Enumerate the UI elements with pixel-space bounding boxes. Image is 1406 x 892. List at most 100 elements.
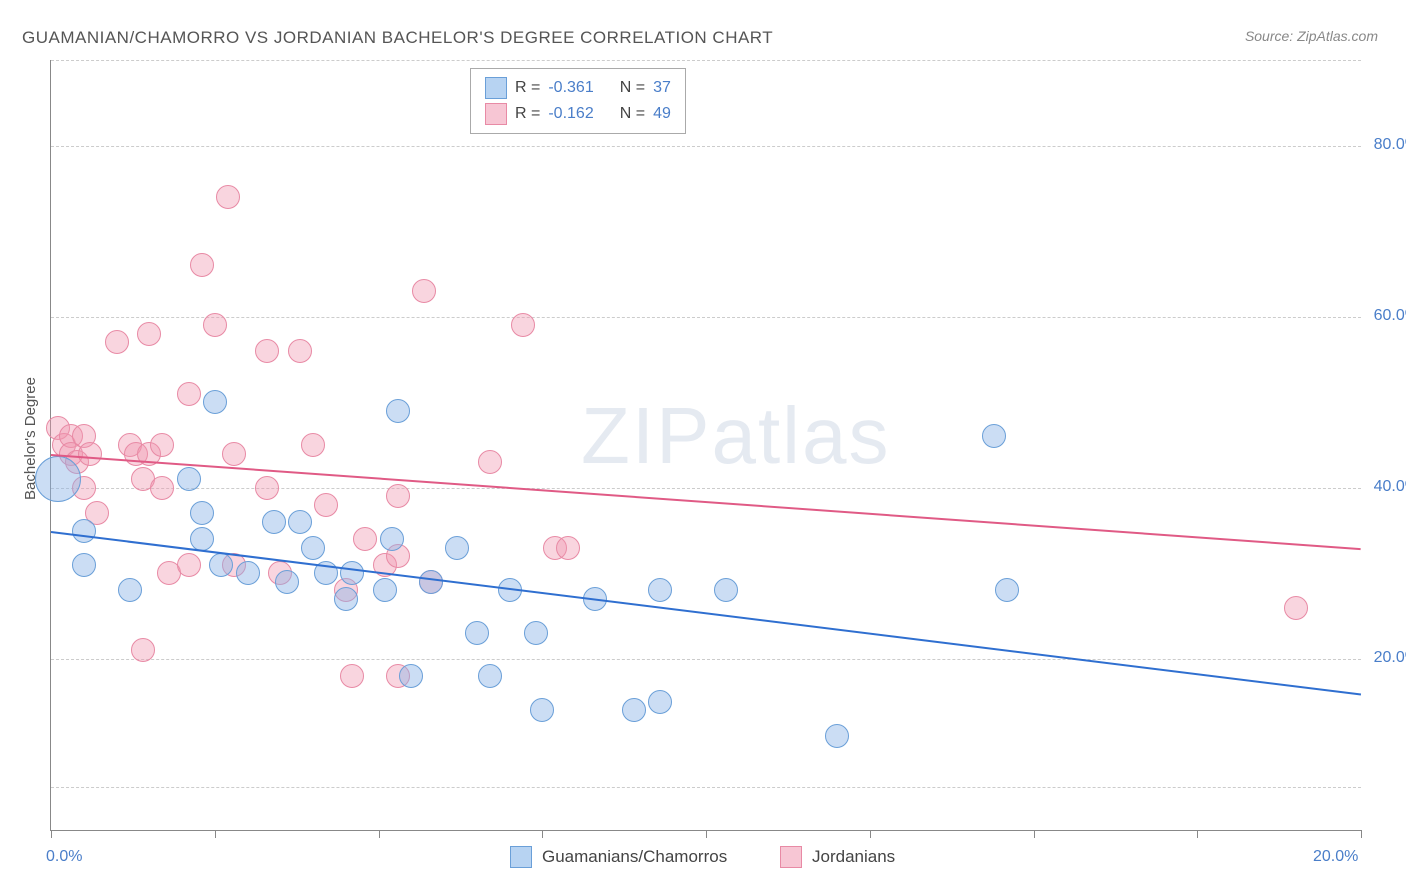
r-label: R = — [515, 79, 540, 97]
scatter-point — [78, 442, 102, 466]
gridline — [51, 787, 1361, 788]
chart-title: GUAMANIAN/CHAMORRO VS JORDANIAN BACHELOR… — [22, 28, 773, 48]
scatter-point — [177, 553, 201, 577]
legend-blue: Guamanians/Chamorros — [510, 846, 727, 868]
r-value-pink: -0.162 — [548, 105, 593, 123]
source-label: Source: ZipAtlas.com — [1245, 28, 1378, 44]
r-label: R = — [515, 105, 540, 123]
legend-pink: Jordanians — [780, 846, 895, 868]
scatter-point — [177, 382, 201, 406]
x-tick — [870, 830, 871, 838]
gridline — [51, 659, 1361, 660]
scatter-point — [340, 561, 364, 585]
y-tick-label: 40.0% — [1374, 478, 1406, 496]
scatter-point — [288, 339, 312, 363]
x-tick — [1034, 830, 1035, 838]
trendline — [51, 454, 1361, 550]
scatter-point — [131, 638, 155, 662]
scatter-point — [530, 698, 554, 722]
stats-row-pink: R = -0.162 N = 49 — [485, 101, 671, 127]
scatter-point — [386, 484, 410, 508]
gridline — [51, 317, 1361, 318]
scatter-point — [203, 390, 227, 414]
n-value-pink: 49 — [653, 105, 671, 123]
scatter-point — [386, 399, 410, 423]
scatter-point — [353, 527, 377, 551]
scatter-point — [648, 578, 672, 602]
scatter-point — [1284, 596, 1308, 620]
swatch-blue-icon — [485, 77, 507, 99]
scatter-point — [511, 313, 535, 337]
scatter-point — [622, 698, 646, 722]
swatch-pink-icon — [780, 846, 802, 868]
scatter-point — [190, 501, 214, 525]
x-tick — [1361, 830, 1362, 838]
x-tick — [51, 830, 52, 838]
gridline — [51, 488, 1361, 489]
scatter-point — [177, 467, 201, 491]
scatter-point — [301, 536, 325, 560]
gridline — [51, 146, 1361, 147]
scatter-point — [255, 476, 279, 500]
legend-label-pink: Jordanians — [812, 847, 895, 867]
scatter-point — [150, 433, 174, 457]
y-tick-label: 20.0% — [1374, 649, 1406, 667]
scatter-point — [190, 253, 214, 277]
n-label: N = — [620, 79, 645, 97]
scatter-point — [445, 536, 469, 560]
scatter-point — [275, 570, 299, 594]
legend-label-blue: Guamanians/Chamorros — [542, 847, 727, 867]
source-value: ZipAtlas.com — [1297, 28, 1378, 44]
scatter-point — [105, 330, 129, 354]
scatter-point — [118, 578, 142, 602]
swatch-blue-icon — [510, 846, 532, 868]
scatter-point — [150, 476, 174, 500]
scatter-point — [301, 433, 325, 457]
x-tick-label: 0.0% — [46, 848, 82, 866]
scatter-point — [465, 621, 489, 645]
scatter-point — [478, 664, 502, 688]
x-tick — [1197, 830, 1198, 838]
scatter-point — [236, 561, 260, 585]
scatter-point — [288, 510, 312, 534]
swatch-pink-icon — [485, 103, 507, 125]
scatter-point — [216, 185, 240, 209]
stats-row-blue: R = -0.361 N = 37 — [485, 75, 671, 101]
scatter-point — [340, 664, 364, 688]
scatter-point — [203, 313, 227, 337]
watermark: ZIPatlas — [581, 390, 890, 482]
trendline — [51, 531, 1361, 696]
plot-area: ZIPatlas 20.0%40.0%60.0%80.0%0.0%20.0% — [50, 60, 1361, 831]
scatter-point — [262, 510, 286, 534]
y-tick-label: 60.0% — [1374, 307, 1406, 325]
scatter-point — [648, 690, 672, 714]
n-value-blue: 37 — [653, 79, 671, 97]
scatter-point — [714, 578, 738, 602]
scatter-point — [399, 664, 423, 688]
scatter-point — [314, 493, 338, 517]
correlation-stats-box: R = -0.361 N = 37 R = -0.162 N = 49 — [470, 68, 686, 134]
x-tick — [215, 830, 216, 838]
x-tick — [542, 830, 543, 838]
scatter-point — [524, 621, 548, 645]
scatter-point — [334, 587, 358, 611]
scatter-point — [209, 553, 233, 577]
r-value-blue: -0.361 — [548, 79, 593, 97]
scatter-point — [190, 527, 214, 551]
scatter-point — [419, 570, 443, 594]
scatter-point — [137, 322, 161, 346]
scatter-point — [255, 339, 279, 363]
n-label: N = — [620, 105, 645, 123]
scatter-point — [72, 519, 96, 543]
y-tick-label: 80.0% — [1374, 136, 1406, 154]
scatter-point — [222, 442, 246, 466]
x-tick — [379, 830, 380, 838]
scatter-point — [35, 456, 81, 502]
x-tick — [706, 830, 707, 838]
scatter-point — [412, 279, 436, 303]
gridline — [51, 60, 1361, 61]
scatter-point — [478, 450, 502, 474]
scatter-point — [72, 553, 96, 577]
scatter-point — [995, 578, 1019, 602]
scatter-point — [380, 527, 404, 551]
